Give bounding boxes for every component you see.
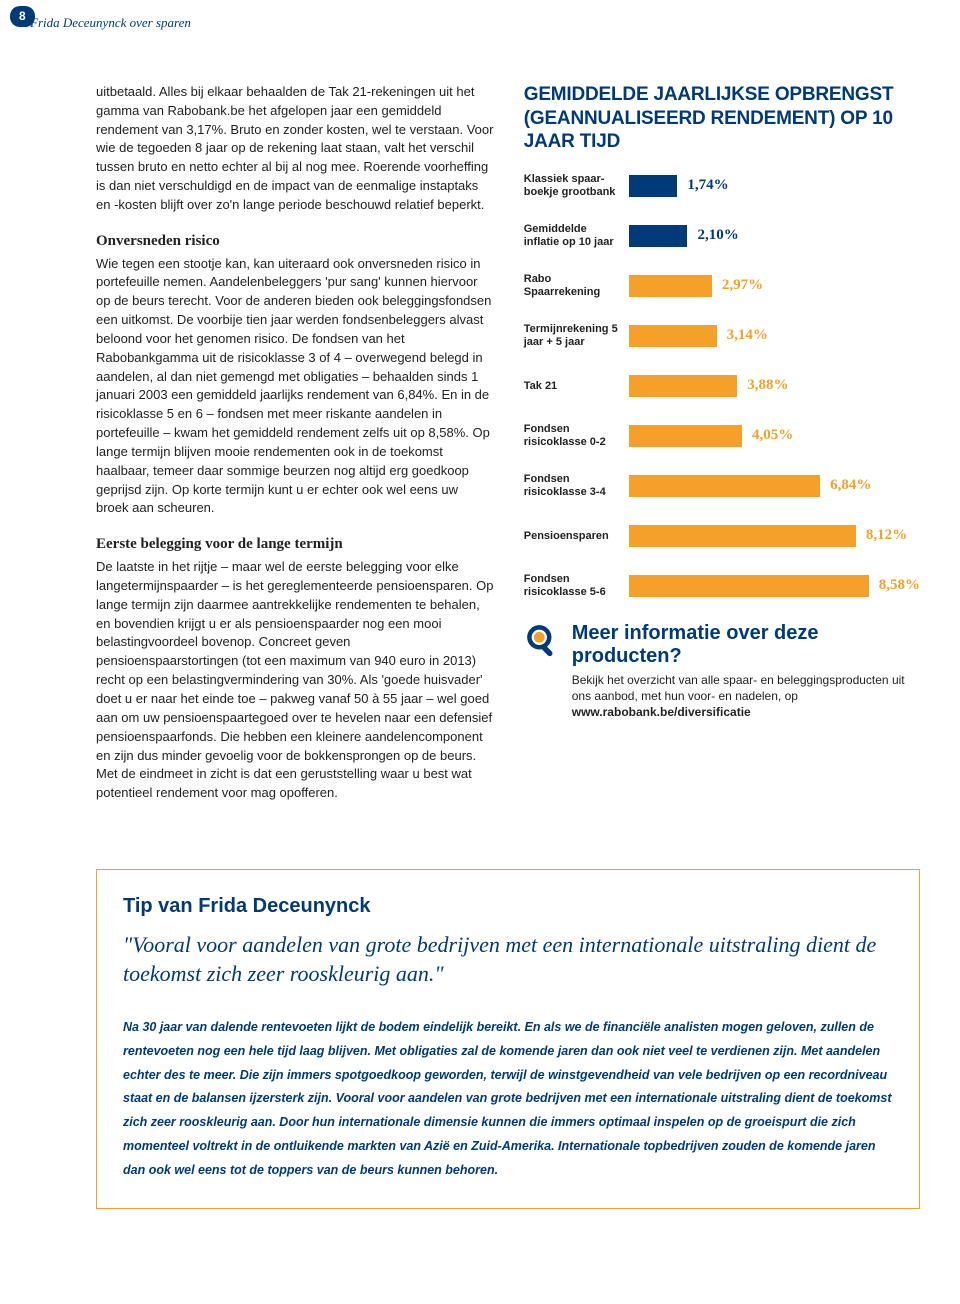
bar — [629, 425, 742, 447]
bar-label: Pensioensparen — [524, 530, 629, 543]
bar-label: Tak 21 — [524, 380, 629, 393]
article-subhead: Eerste belegging voor de lange termijn — [96, 534, 494, 556]
bar-label: Klassiek spaar-boekje grootbank — [524, 173, 629, 199]
bar-wrap: 8,12% — [629, 525, 920, 547]
bar — [629, 575, 869, 597]
bar-row: Fondsen risicoklasse 3-4 6,84% — [524, 472, 920, 500]
tip-quote: "Vooral voor aandelen van grote bedrijve… — [123, 931, 893, 988]
article-subhead: Onversneden risico — [96, 231, 494, 253]
bar-row: Tak 21 3,88% — [524, 372, 920, 400]
article-paragraph: Wie tegen een stootje kan, kan uiteraard… — [96, 255, 494, 519]
bar-value: 8,12% — [866, 525, 907, 547]
article-column: uitbetaald. Alles bij elkaar behaalden d… — [96, 83, 494, 819]
bar-value: 1,74% — [687, 175, 728, 197]
bar-row: Gemiddelde inflatie op 10 jaar 2,10% — [524, 222, 920, 250]
more-info-block: Meer informatie over deze producten? Bek… — [524, 622, 920, 721]
bar — [629, 325, 717, 347]
bar-wrap: 3,14% — [629, 325, 920, 347]
bar-row: Klassiek spaar-boekje grootbank 1,74% — [524, 172, 920, 200]
bar-wrap: 2,97% — [629, 275, 920, 297]
bar-label: Fondsen risicoklasse 3-4 — [524, 473, 629, 499]
bar-wrap: 3,88% — [629, 375, 920, 397]
bar-value: 8,58% — [879, 575, 920, 597]
bar-label: Fondsen risicoklasse 5-6 — [524, 573, 629, 599]
bar — [629, 375, 738, 397]
page-header: Frida Deceunynck over sparen — [30, 14, 960, 33]
magnifier-icon — [524, 622, 560, 721]
bar-chart: Klassiek spaar-boekje grootbank 1,74% Gemi… — [524, 172, 920, 600]
bar-wrap: 1,74% — [629, 175, 920, 197]
chart-column: GEMIDDELDE JAARLIJKSE OPBRENGST (GEANNUA… — [524, 83, 920, 819]
bar-row: Termijnrekening 5 jaar + 5 jaar 3,14% — [524, 322, 920, 350]
more-info-url[interactable]: www.rabobank.be/diversificatie — [572, 705, 751, 719]
article-paragraph: De laatste in het rijtje – maar wel de e… — [96, 558, 494, 803]
tip-body: Na 30 jaar van dalende rentevoeten lijkt… — [123, 1016, 893, 1182]
page-number-badge: 8 — [10, 6, 35, 27]
bar-wrap: 6,84% — [629, 475, 920, 497]
chart-title: GEMIDDELDE JAARLIJKSE OPBRENGST (GEANNUA… — [524, 83, 920, 154]
bar-wrap: 2,10% — [629, 225, 920, 247]
bar-value: 2,97% — [722, 275, 763, 297]
bar — [629, 475, 820, 497]
bar-row: Rabo Spaarrekening 2,97% — [524, 272, 920, 300]
bar-label: Gemiddelde inflatie op 10 jaar — [524, 223, 629, 249]
bar-label: Rabo Spaarrekening — [524, 273, 629, 299]
bar — [629, 525, 856, 547]
article-paragraph: uitbetaald. Alles bij elkaar behaalden d… — [96, 83, 494, 215]
bar-label: Termijnrekening 5 jaar + 5 jaar — [524, 323, 629, 349]
bar — [629, 275, 712, 297]
bar-value: 6,84% — [830, 475, 871, 497]
bar — [629, 225, 688, 247]
bar-value: 3,88% — [747, 375, 788, 397]
bar-row: Pensioensparen 8,12% — [524, 522, 920, 550]
bar-wrap: 8,58% — [629, 575, 920, 597]
more-info-title: Meer informatie over deze producten? — [572, 622, 920, 668]
bar-label: Fondsen risicoklasse 0-2 — [524, 423, 629, 449]
bar-value: 4,05% — [752, 425, 793, 447]
bar-wrap: 4,05% — [629, 425, 920, 447]
bar-value: 3,14% — [727, 325, 768, 347]
bar-row: Fondsen risicoklasse 0-2 4,05% — [524, 422, 920, 450]
tip-title: Tip van Frida Deceunynck — [123, 892, 893, 921]
bar — [629, 175, 678, 197]
bar-row: Fondsen risicoklasse 5-6 8,58% — [524, 572, 920, 600]
more-info-body: Bekijk het overzicht van alle spaar- en … — [572, 672, 920, 721]
bar-value: 2,10% — [697, 225, 738, 247]
tip-box: Tip van Frida Deceunynck "Vooral voor aa… — [96, 869, 920, 1209]
